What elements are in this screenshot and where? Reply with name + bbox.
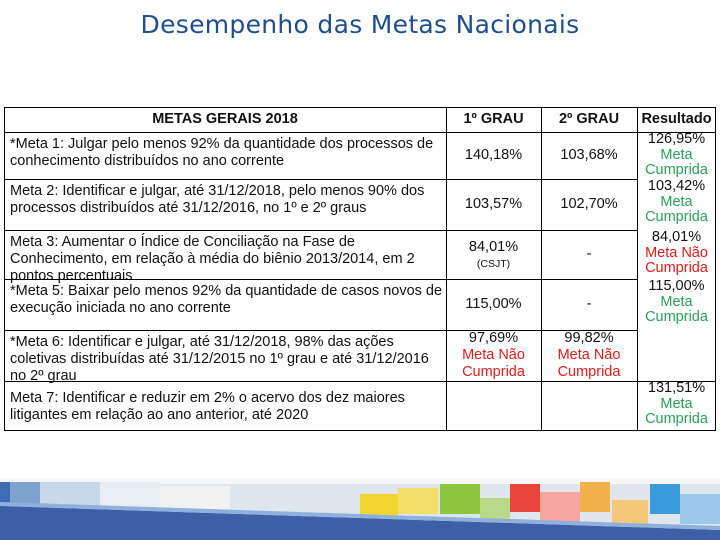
footer-block — [398, 488, 438, 514]
header-goals: METAS GERAIS 2018 — [152, 111, 298, 127]
result-value: 115,00% — [648, 278, 705, 294]
result-status: Meta Cumprida — [645, 395, 708, 427]
second-degree-cell: 103,68% — [541, 132, 637, 179]
first-degree-cell: 103,57% — [446, 179, 541, 230]
result-value: 131,51% — [647, 380, 706, 396]
second-degree-cell: 102,70% — [541, 179, 637, 230]
result-value: 126,95% — [647, 131, 706, 147]
second-degree-cell — [541, 381, 637, 431]
footer-diagonal-band — [0, 506, 720, 540]
second-degree-value: 102,70% — [560, 196, 618, 212]
goal-description: *Meta 6: Identificar e julgar, até 31/12… — [10, 334, 429, 384]
goal-description: Meta 7: Identificar e reduzir em 2% o ac… — [10, 390, 405, 423]
table-row: Meta 2: Identificar e julgar, até 31/12/… — [4, 178, 716, 230]
footer-block — [680, 494, 720, 524]
first-degree-value: 115,00% — [465, 296, 522, 312]
result-cell — [637, 330, 716, 381]
first-degree-cell: 97,69% Meta Não Cumprida — [446, 330, 541, 381]
result-cell: 84,01% Meta Não Cumprida — [637, 229, 716, 279]
result-status: Meta Cumprida — [645, 193, 708, 225]
goal-description: *Meta 5: Baixar pelo menos 92% da quanti… — [10, 283, 443, 316]
second-degree-cell: 99,82% Meta Não Cumprida — [541, 330, 637, 381]
table-header: METAS GERAIS 2018 1º GRAU 2º GRAU Result… — [4, 107, 716, 132]
footer-block — [612, 500, 648, 526]
result-status: Meta Cumprida — [645, 146, 708, 178]
footer-diagonal-stripe — [0, 502, 720, 530]
goal-description: *Meta 1: Julgar pelo menos 92% da quanti… — [10, 136, 434, 169]
header-result: Resultado — [641, 110, 712, 127]
second-degree-value: 99,82% — [564, 330, 614, 346]
table-row: Meta 7: Identificar e reduzir em 2% o ac… — [4, 380, 716, 431]
row-divider — [4, 230, 637, 232]
column-divider — [541, 107, 543, 431]
footer-block — [650, 484, 680, 514]
first-degree-cell — [446, 381, 541, 431]
table-row: *Meta 5: Baixar pelo menos 92% da quanti… — [4, 278, 716, 330]
first-degree-value: 103,57% — [464, 196, 523, 212]
table-border-right — [715, 107, 717, 431]
result-cell: 126,95% Meta Cumprida — [637, 131, 716, 179]
row-divider — [4, 179, 637, 181]
footer-block — [540, 492, 580, 522]
first-degree-status: Meta Não Cumprida — [462, 347, 525, 380]
table-row: *Meta 1: Julgar pelo menos 92% da quanti… — [4, 131, 716, 179]
first-degree-cell: 84,01% (CSJT) — [446, 230, 541, 279]
row-divider — [4, 381, 716, 383]
goal-description: Meta 2: Identificar e julgar, até 31/12/… — [10, 183, 425, 216]
result-cell: 115,00% Meta Cumprida — [637, 278, 716, 330]
first-degree-value: 97,69% — [468, 330, 519, 346]
second-degree-value: 103,68% — [560, 147, 618, 163]
table-border-left — [4, 107, 6, 431]
row-divider — [4, 132, 716, 134]
footer-block — [580, 482, 610, 512]
table-row: *Meta 6: Identificar e julgar, até 31/12… — [4, 330, 716, 384]
header-second-degree: 2º GRAU — [558, 111, 620, 127]
footer-top-strip — [0, 478, 720, 484]
second-degree-value: - — [586, 246, 592, 262]
header-first-degree: 1º GRAU — [463, 111, 524, 127]
first-degree-value: 140,18% — [464, 147, 523, 163]
row-divider — [4, 330, 637, 332]
column-divider — [637, 107, 639, 431]
slide-title: Desempenho das Metas Nacionais — [140, 10, 580, 39]
second-degree-cell: - — [541, 230, 637, 279]
first-degree-cell: 140,18% — [446, 132, 541, 179]
result-cell: 131,51% Meta Cumprida — [637, 380, 716, 431]
first-degree-note: (CSJT) — [476, 258, 511, 270]
first-degree-cell: 115,00% — [446, 279, 541, 330]
result-status: Meta Cumprida — [645, 293, 708, 325]
row-divider — [4, 279, 637, 281]
table-row: Meta 3: Aumentar o Índice de Conciliação… — [4, 229, 716, 284]
second-degree-cell: - — [541, 279, 637, 330]
footer-block — [440, 484, 480, 514]
result-cell: 103,42% Meta Cumprida — [637, 178, 716, 230]
decorative-footer — [0, 478, 720, 540]
first-degree-value: 84,01% — [468, 239, 519, 255]
result-value: 103,42% — [647, 178, 706, 194]
table-border-top — [4, 107, 716, 109]
second-degree-value: - — [586, 296, 592, 312]
footer-block — [510, 484, 540, 512]
result-status: Meta Não Cumprida — [645, 244, 708, 276]
second-degree-status: Meta Não Cumprida — [557, 347, 621, 380]
result-value: 84,01% — [651, 229, 702, 245]
goals-table: METAS GERAIS 2018 1º GRAU 2º GRAU Result… — [4, 107, 717, 432]
column-divider — [446, 107, 448, 431]
goal-description: Meta 3: Aumentar o Índice de Conciliação… — [10, 234, 415, 284]
table-border-bottom — [4, 430, 716, 432]
